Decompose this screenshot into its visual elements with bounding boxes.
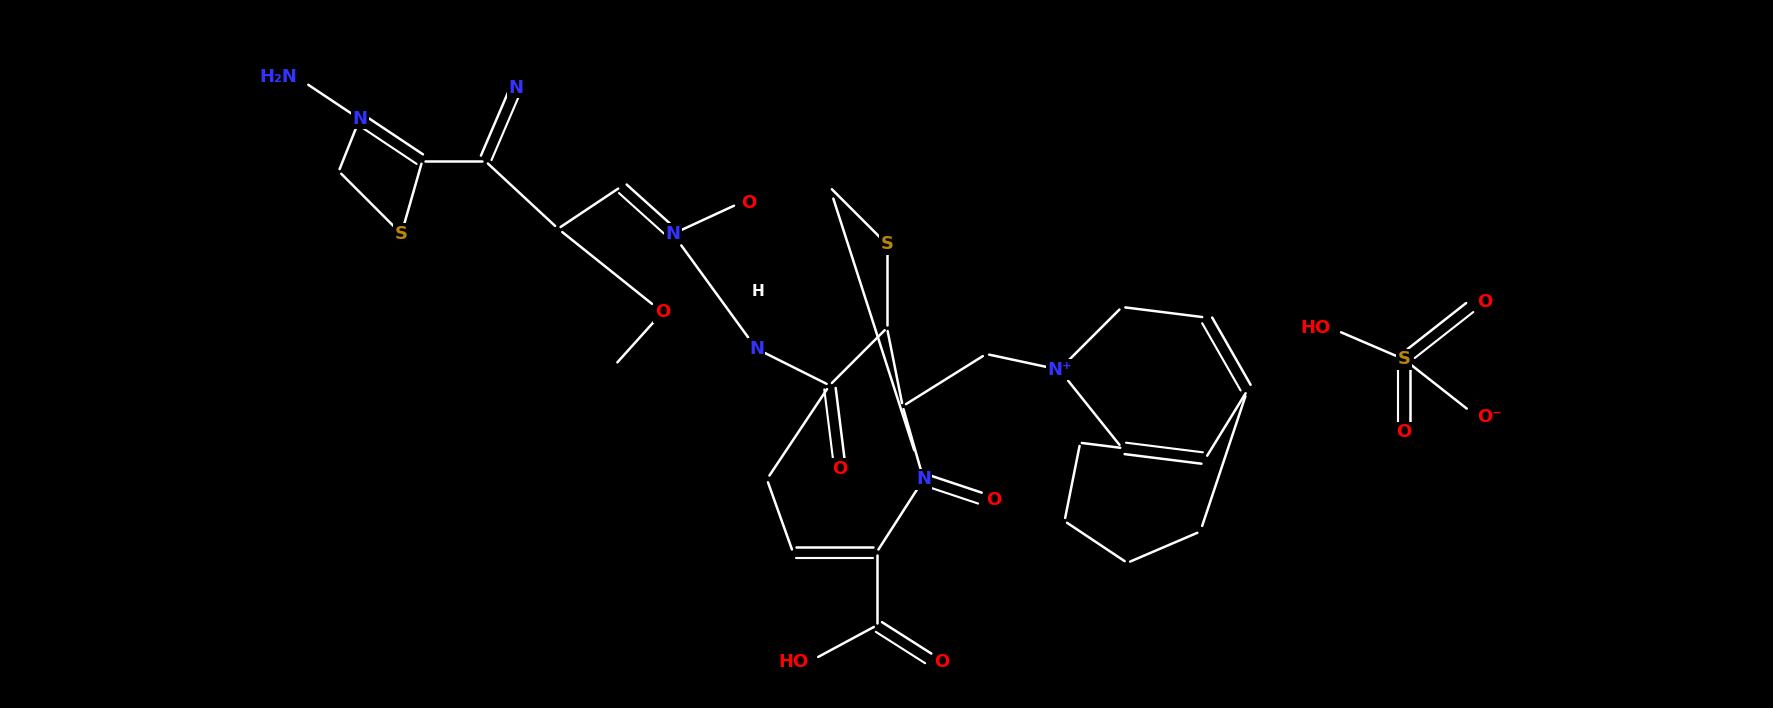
- Text: H₂N: H₂N: [259, 68, 296, 86]
- Text: O: O: [832, 460, 847, 478]
- Text: N: N: [748, 340, 764, 358]
- Text: N⁺: N⁺: [1046, 360, 1071, 379]
- Text: N: N: [353, 110, 367, 128]
- Text: O: O: [654, 303, 670, 321]
- Text: N: N: [509, 79, 523, 97]
- Text: O: O: [741, 193, 755, 212]
- Text: H: H: [750, 284, 764, 299]
- Text: S: S: [395, 225, 408, 243]
- Text: HO: HO: [1300, 319, 1330, 337]
- Text: O⁻: O⁻: [1477, 408, 1502, 426]
- Text: HO: HO: [778, 653, 808, 671]
- Text: N: N: [915, 470, 931, 489]
- Text: O: O: [933, 653, 949, 671]
- Text: O: O: [1395, 423, 1411, 441]
- Text: O: O: [1477, 293, 1491, 311]
- Text: S: S: [879, 235, 894, 253]
- Text: O: O: [986, 491, 1002, 509]
- Text: S: S: [1397, 350, 1410, 368]
- Text: N: N: [665, 225, 681, 243]
